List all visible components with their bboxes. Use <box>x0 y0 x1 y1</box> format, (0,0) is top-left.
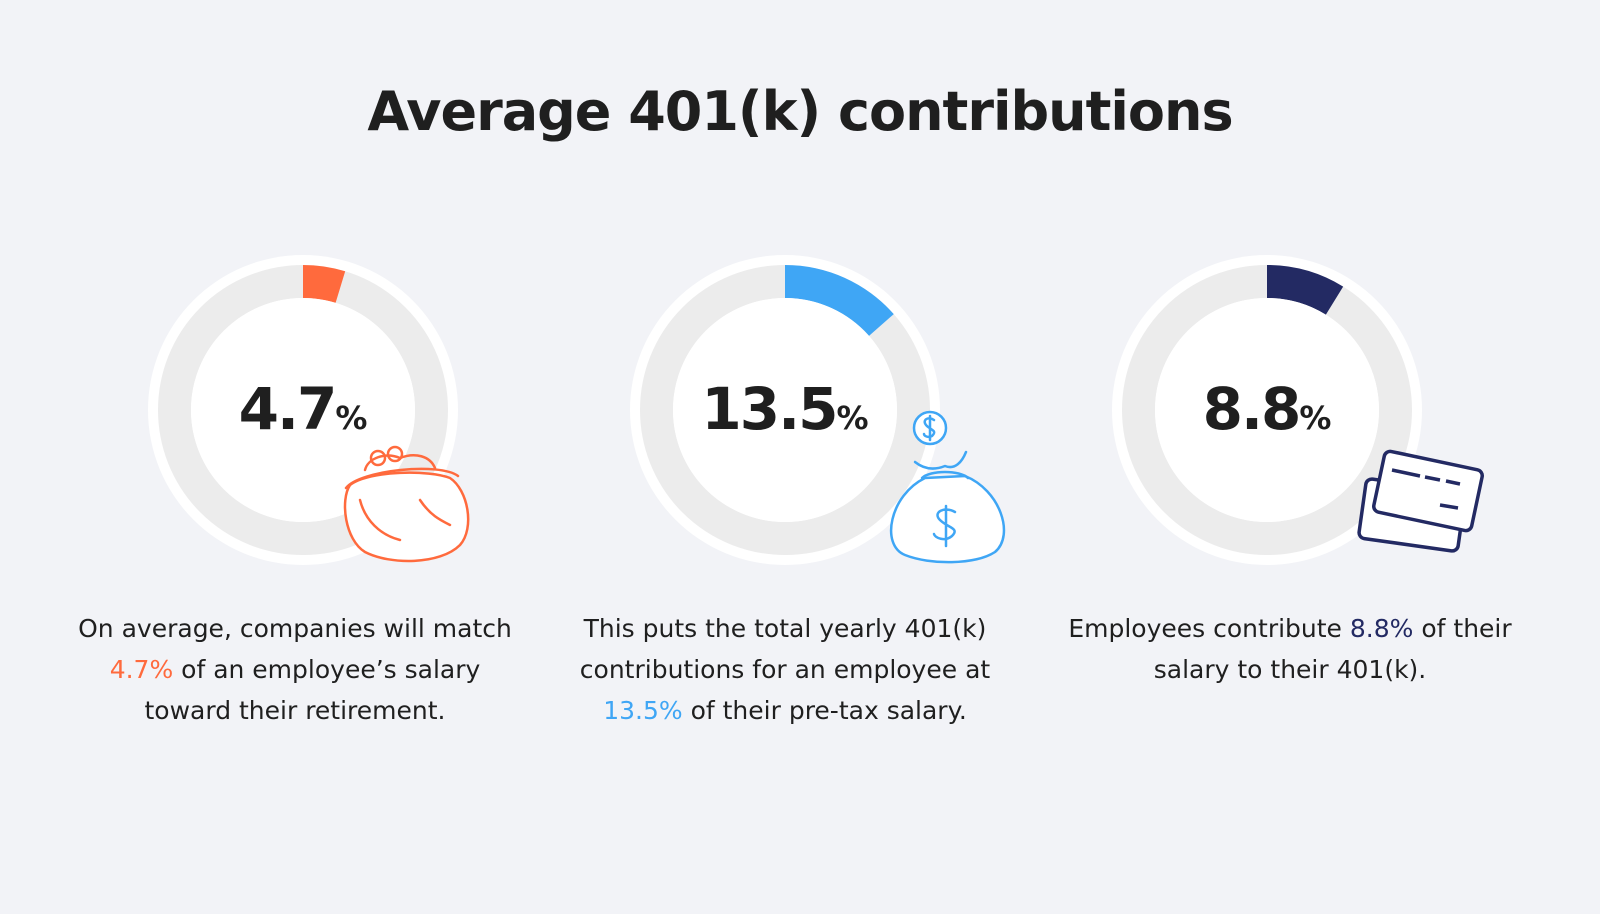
money-bag-icon <box>889 410 1006 564</box>
donut-hole <box>191 298 415 522</box>
donut-arc <box>785 265 894 336</box>
highlight: 8.8% <box>1349 614 1414 643</box>
description-text: This puts the total yearly 401(k) contri… <box>579 614 991 684</box>
description-text: Employees contribute <box>1068 614 1350 643</box>
description: This puts the total yearly 401(k) contri… <box>560 608 1010 731</box>
value-label: 13.5 <box>701 375 838 443</box>
description-text: of an employee’s salary toward their ret… <box>144 655 481 725</box>
description-text: of their salary to their 401(k). <box>1153 614 1512 684</box>
value-unit: % <box>1299 399 1332 437</box>
value-label: 4.7 <box>238 375 338 443</box>
donut-value: 13.5% <box>665 380 905 438</box>
donut-arc <box>303 265 346 303</box>
description: Employees contribute 8.8% of their salar… <box>1065 608 1515 690</box>
donut-hole <box>673 298 897 522</box>
description-text: of their pre-tax salary. <box>682 696 967 725</box>
donut-arc <box>1267 265 1344 315</box>
value-unit: % <box>836 399 869 437</box>
value-unit: % <box>335 399 368 437</box>
donut-hole <box>1155 298 1379 522</box>
description-text: On average, companies will match <box>78 614 512 643</box>
highlight: 13.5% <box>603 696 683 725</box>
page-title: Average 401(k) contributions <box>367 80 1233 143</box>
description: On average, companies will match 4.7% of… <box>70 608 520 731</box>
cards-icon <box>1357 449 1484 553</box>
donut-value: 8.8% <box>1147 380 1387 438</box>
purse-icon <box>343 445 470 563</box>
value-label: 8.8 <box>1202 375 1302 443</box>
highlight: 4.7% <box>109 655 174 684</box>
donut-value: 4.7% <box>183 380 423 438</box>
